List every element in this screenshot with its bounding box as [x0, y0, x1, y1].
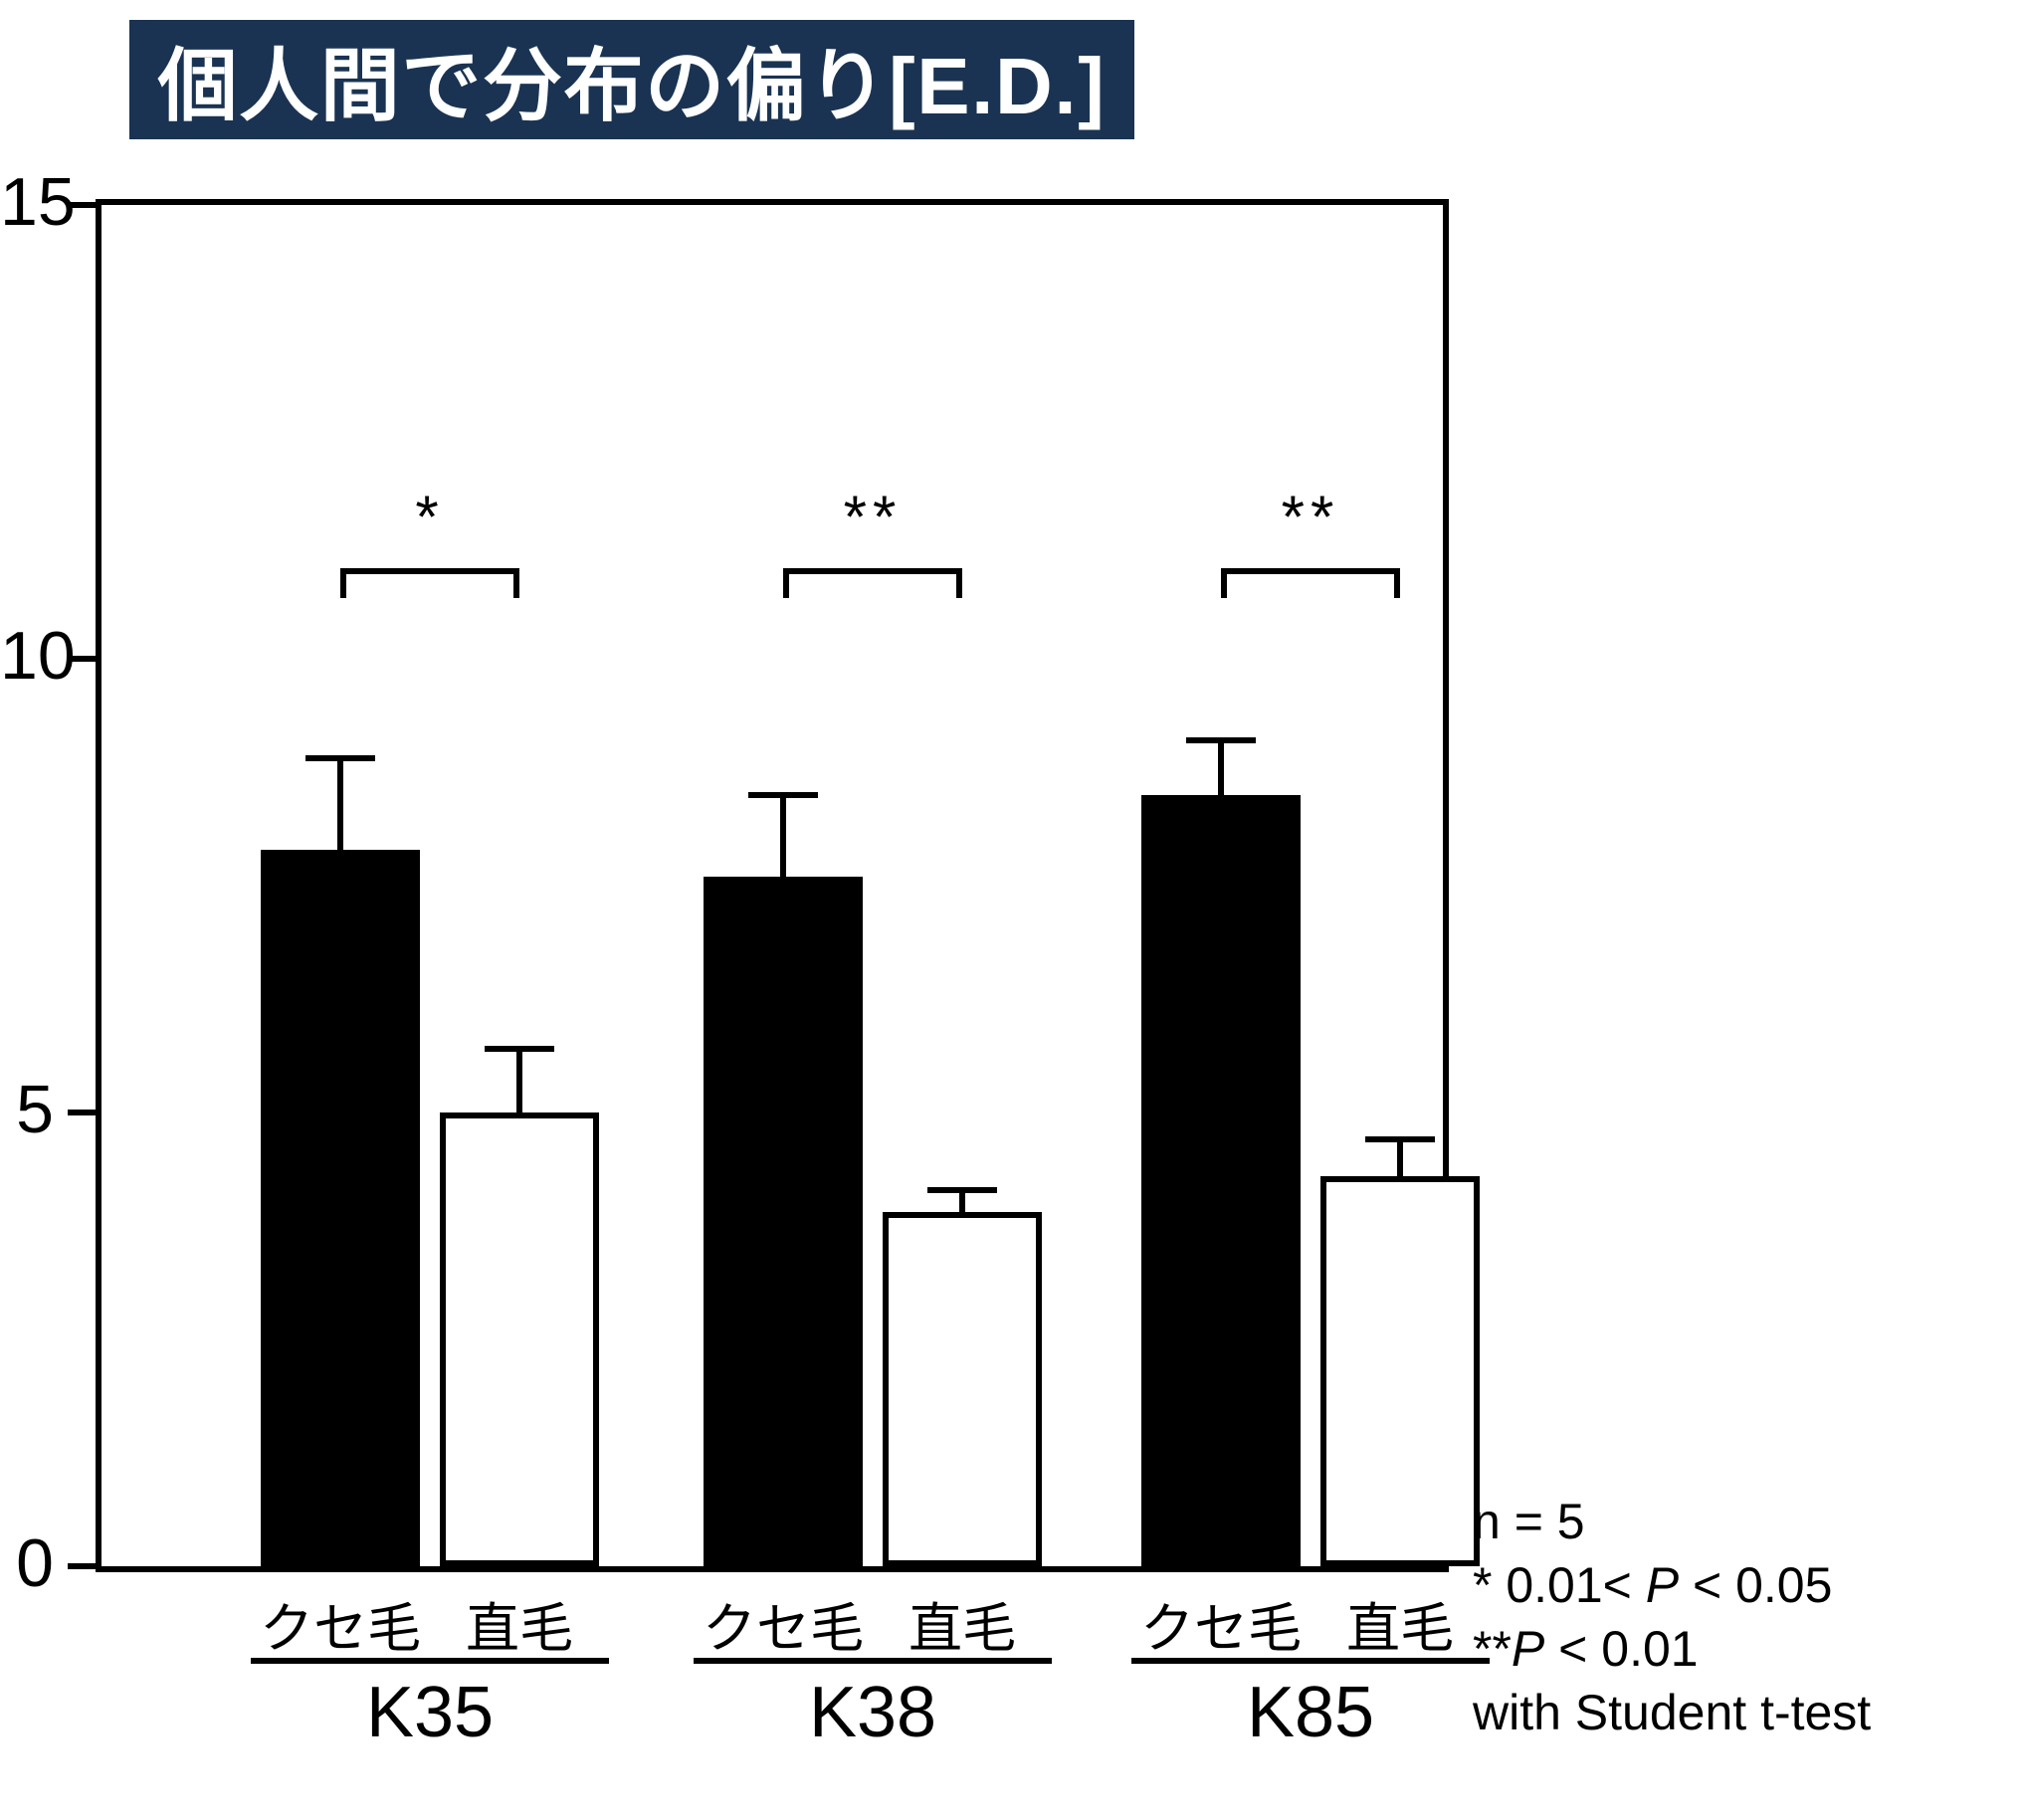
sig-label: **: [783, 483, 962, 551]
y-tick-label: 5: [0, 1071, 54, 1148]
sig-bracket: [1221, 568, 1400, 574]
chart-title: 個人間で分布の偏り[E.D.]: [129, 20, 1134, 139]
sig-bracket: [783, 568, 789, 598]
bar-K85-a: [1141, 795, 1301, 1566]
error-stem: [1218, 740, 1224, 795]
error-stem: [516, 1049, 522, 1112]
y-tick: [68, 1110, 96, 1115]
group-separator: [1131, 1658, 1490, 1664]
legend-line: n = 5: [1473, 1493, 1585, 1550]
legend-line: **P < 0.01: [1473, 1620, 1699, 1678]
error-cap: [1186, 737, 1256, 743]
group-label: K35: [251, 1672, 609, 1753]
error-stem: [1397, 1139, 1403, 1175]
bar-K35-a: [261, 850, 420, 1566]
error-cap: [305, 755, 375, 761]
bar-sublabel: クセ毛: [1121, 1584, 1320, 1663]
legend-line: with Student t-test: [1473, 1684, 1871, 1741]
bar-K85-b: [1320, 1176, 1480, 1566]
y-tick-label: 15: [0, 163, 54, 241]
sig-bracket: [783, 568, 962, 574]
bar-sublabel: 直毛: [863, 1584, 1062, 1663]
bar-sublabel: 直毛: [1301, 1584, 1500, 1663]
error-cap: [1365, 1136, 1435, 1142]
error-stem: [337, 758, 343, 849]
group-separator: [694, 1658, 1052, 1664]
group-separator: [251, 1658, 609, 1664]
sig-bracket: [956, 568, 962, 598]
y-tick-label: 0: [0, 1524, 54, 1602]
bar-K38-b: [883, 1212, 1042, 1566]
group-label: K85: [1131, 1672, 1490, 1753]
sig-bracket: [340, 568, 519, 574]
legend-line: * 0.01< P < 0.05: [1473, 1556, 1832, 1614]
sig-label: **: [1221, 483, 1400, 551]
bar-K35-b: [440, 1112, 599, 1566]
sig-bracket: [340, 568, 346, 598]
error-cap: [748, 792, 818, 798]
error-stem: [959, 1190, 965, 1213]
bar-sublabel: クセ毛: [241, 1584, 440, 1663]
sig-label: *: [340, 483, 519, 551]
error-cap: [485, 1046, 554, 1052]
y-tick: [68, 1563, 96, 1569]
group-label: K38: [694, 1672, 1052, 1753]
bar-K38-a: [704, 877, 863, 1566]
error-cap: [927, 1187, 997, 1193]
sig-bracket: [1394, 568, 1400, 598]
y-tick-label: 10: [0, 617, 54, 695]
sig-bracket: [513, 568, 519, 598]
bar-sublabel: クセ毛: [684, 1584, 883, 1663]
sig-bracket: [1221, 568, 1227, 598]
bar-sublabel: 直毛: [420, 1584, 619, 1663]
error-stem: [780, 795, 786, 877]
